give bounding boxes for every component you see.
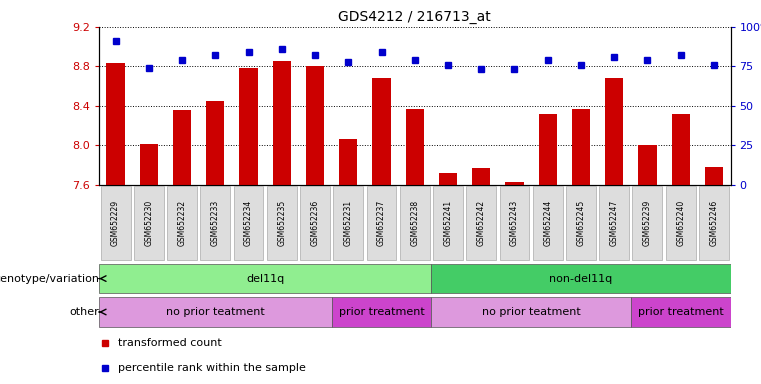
FancyBboxPatch shape [466, 186, 496, 260]
Bar [206, 101, 224, 185]
Bar [671, 114, 689, 185]
Bar [439, 173, 457, 185]
Bar [107, 63, 125, 185]
Text: prior treatment: prior treatment [339, 307, 425, 317]
Text: GSM652233: GSM652233 [211, 200, 220, 246]
Text: GSM652231: GSM652231 [344, 200, 353, 246]
Text: GSM652243: GSM652243 [510, 200, 519, 246]
FancyBboxPatch shape [134, 186, 164, 260]
FancyBboxPatch shape [167, 186, 197, 260]
FancyBboxPatch shape [300, 186, 330, 260]
Bar [505, 182, 524, 185]
FancyBboxPatch shape [699, 186, 729, 260]
Text: GSM652230: GSM652230 [145, 200, 153, 246]
Text: GSM652238: GSM652238 [410, 200, 419, 246]
Bar [638, 145, 657, 185]
Bar [605, 78, 623, 185]
Bar [705, 167, 723, 185]
Text: GSM652237: GSM652237 [377, 200, 386, 246]
FancyBboxPatch shape [632, 186, 662, 260]
Text: other: other [69, 307, 99, 317]
Text: del11q: del11q [246, 273, 285, 284]
Bar [306, 66, 324, 185]
Text: GSM652247: GSM652247 [610, 200, 619, 246]
FancyBboxPatch shape [533, 186, 562, 260]
Text: GSM652234: GSM652234 [244, 200, 253, 246]
Title: GDS4212 / 216713_at: GDS4212 / 216713_at [339, 10, 491, 25]
Text: non-del11q: non-del11q [549, 273, 613, 284]
Bar [372, 78, 390, 185]
FancyBboxPatch shape [566, 186, 596, 260]
FancyBboxPatch shape [200, 186, 231, 260]
Text: GSM652235: GSM652235 [277, 200, 286, 246]
Text: GSM652229: GSM652229 [111, 200, 120, 246]
FancyBboxPatch shape [631, 297, 731, 327]
FancyBboxPatch shape [267, 186, 297, 260]
FancyBboxPatch shape [666, 186, 696, 260]
Bar [339, 139, 358, 185]
Text: GSM652239: GSM652239 [643, 200, 652, 246]
FancyBboxPatch shape [599, 186, 629, 260]
FancyBboxPatch shape [400, 186, 430, 260]
Text: prior treatment: prior treatment [638, 307, 724, 317]
Bar [173, 110, 191, 185]
Text: GSM652246: GSM652246 [709, 200, 718, 246]
Text: no prior teatment: no prior teatment [166, 307, 265, 317]
FancyBboxPatch shape [431, 264, 731, 293]
Bar [406, 109, 424, 185]
Bar [240, 68, 258, 185]
Text: GSM652232: GSM652232 [177, 200, 186, 246]
FancyBboxPatch shape [431, 297, 631, 327]
FancyBboxPatch shape [499, 186, 530, 260]
Bar [140, 144, 158, 185]
Bar [272, 61, 291, 185]
Text: GSM652245: GSM652245 [577, 200, 585, 246]
FancyBboxPatch shape [99, 297, 332, 327]
Bar [572, 109, 590, 185]
Text: GSM652236: GSM652236 [310, 200, 320, 246]
Bar [539, 114, 557, 185]
Bar [472, 168, 490, 185]
FancyBboxPatch shape [367, 186, 396, 260]
Text: transformed count: transformed count [118, 338, 221, 348]
Text: percentile rank within the sample: percentile rank within the sample [118, 362, 306, 373]
Text: GSM652244: GSM652244 [543, 200, 552, 246]
FancyBboxPatch shape [99, 264, 431, 293]
FancyBboxPatch shape [333, 186, 363, 260]
Text: genotype/variation: genotype/variation [0, 273, 99, 284]
Text: GSM652240: GSM652240 [677, 200, 685, 246]
Text: GSM652242: GSM652242 [476, 200, 486, 246]
FancyBboxPatch shape [234, 186, 263, 260]
FancyBboxPatch shape [332, 297, 431, 327]
Text: GSM652241: GSM652241 [444, 200, 453, 246]
FancyBboxPatch shape [100, 186, 131, 260]
FancyBboxPatch shape [433, 186, 463, 260]
Text: no prior teatment: no prior teatment [482, 307, 581, 317]
